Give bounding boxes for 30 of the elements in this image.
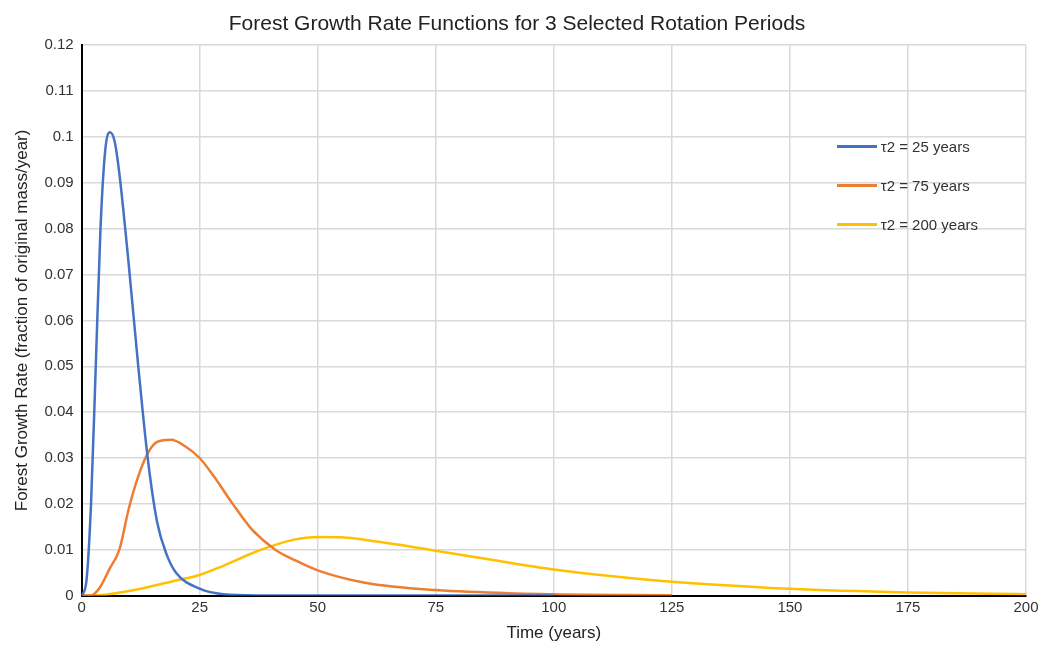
chart-title: Forest Growth Rate Functions for 3 Selected Rotation Periods: [228, 11, 806, 35]
x-tick-label: 125: [659, 597, 685, 615]
legend-label: τ2 = 25 years: [880, 138, 970, 155]
y-tick-label: 0.06: [44, 310, 74, 328]
y-tick-label: 0.03: [44, 448, 74, 466]
y-tick-label: 0: [65, 585, 74, 603]
y-tick-label: 0.07: [44, 264, 74, 282]
y-tick-label: 0.1: [52, 127, 74, 145]
x-tick-label: 100: [541, 597, 567, 615]
y-tick-label: 0.02: [44, 494, 74, 512]
x-axis-title: Time (years): [506, 623, 602, 643]
line-series: [81, 438, 674, 596]
x-tick-label: 200: [1013, 597, 1039, 615]
x-tick-label: 0: [77, 597, 86, 615]
line-series: [81, 131, 556, 596]
y-axis-title: Forest Growth Rate (fraction of original mass/year): [11, 129, 31, 512]
y-tick-label: 0.11: [45, 81, 74, 99]
x-tick-label: 75: [427, 597, 445, 615]
y-tick-label: 0.09: [44, 172, 74, 190]
y-tick-label: 0.12: [44, 35, 74, 53]
y-tick-label: 0.05: [44, 356, 74, 374]
legend-label: τ2 = 200 years: [880, 216, 978, 233]
y-tick-label: 0.01: [44, 539, 74, 557]
legend-label: τ2 = 75 years: [880, 177, 970, 194]
x-tick-label: 150: [777, 597, 803, 615]
y-tick-label: 0.04: [44, 402, 74, 420]
y-tick-label: 0.08: [44, 218, 74, 236]
x-tick-label: 50: [309, 597, 327, 615]
x-tick-label: 175: [895, 597, 921, 615]
x-tick-label: 25: [191, 597, 208, 615]
